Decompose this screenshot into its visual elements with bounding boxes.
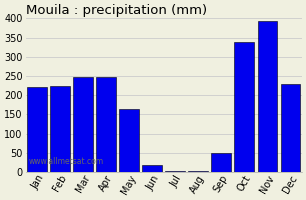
Bar <box>281 84 300 172</box>
Bar <box>234 42 254 172</box>
Bar <box>142 165 162 172</box>
Bar <box>188 171 208 172</box>
Bar <box>119 109 139 172</box>
Bar <box>166 171 185 172</box>
Bar <box>27 87 47 172</box>
Text: Mouila : precipitation (mm): Mouila : precipitation (mm) <box>26 4 207 17</box>
Bar <box>211 153 231 172</box>
Bar <box>73 77 93 172</box>
Bar <box>50 86 70 172</box>
Text: www.allmetsat.com: www.allmetsat.com <box>28 157 103 166</box>
Bar <box>258 21 277 172</box>
Bar <box>96 77 116 172</box>
